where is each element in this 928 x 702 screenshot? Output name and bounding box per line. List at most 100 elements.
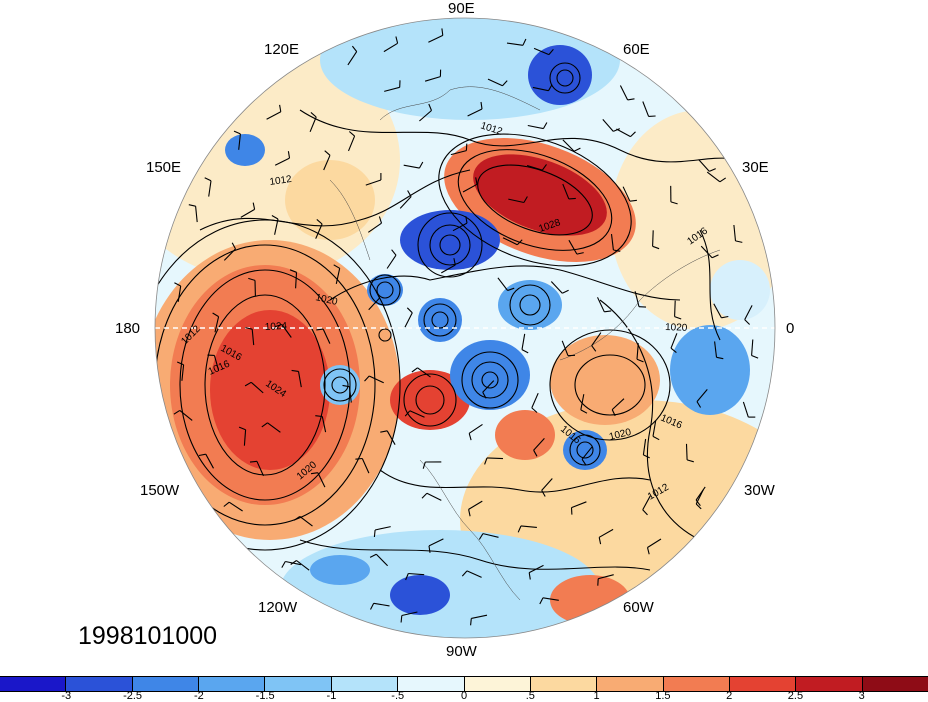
wind-barb	[188, 204, 198, 223]
wind-barb	[404, 307, 413, 328]
wind-barb	[289, 269, 298, 289]
anom-patch	[320, 365, 360, 405]
wind-barb	[533, 438, 545, 457]
colorbar-tick-label: 1	[593, 690, 600, 702]
anom-patch	[550, 335, 660, 425]
isobar	[329, 265, 681, 301]
wind-barb	[619, 85, 635, 101]
wind-barb	[365, 173, 382, 186]
wind-barb	[642, 101, 656, 117]
isobar	[477, 164, 593, 236]
wind-barb	[468, 423, 483, 441]
isobar	[471, 361, 509, 399]
wind-barb	[497, 277, 515, 292]
wind-barb	[355, 457, 370, 474]
isobar	[299, 539, 651, 571]
wind-barb	[212, 312, 220, 333]
isobar	[323, 368, 357, 402]
wind-barb	[174, 282, 182, 302]
anom-patch	[400, 210, 500, 270]
wind-barb	[580, 394, 588, 414]
wind-barb	[315, 218, 323, 239]
colorbar-tick-label: 2	[726, 690, 733, 702]
colorbar-segment	[66, 677, 133, 691]
wind-barb	[670, 185, 678, 205]
wind-barb	[642, 495, 651, 516]
wind-barb	[610, 234, 621, 252]
colorbar-tick-label: -.5	[391, 690, 405, 702]
lon-label-90w: 90W	[446, 643, 477, 660]
lon-label-90e: 90E	[448, 0, 475, 17]
colorbar-tick-label: -1	[326, 690, 337, 702]
colorbar-segment	[663, 677, 730, 691]
isobar	[439, 234, 461, 256]
wind-barb	[244, 381, 264, 394]
lon-label-60e: 60E	[623, 41, 650, 58]
wind-barb	[539, 597, 559, 605]
isobar	[569, 434, 601, 466]
isobar	[415, 385, 445, 415]
wind-barb	[470, 614, 488, 626]
wind-barb	[502, 237, 523, 246]
wind-barb	[528, 564, 544, 580]
isobar	[376, 281, 394, 299]
colorbar-segment	[729, 677, 797, 691]
wind-barb	[309, 111, 317, 133]
wind-barb	[266, 104, 282, 120]
wind-barb	[636, 343, 644, 363]
wind-barb	[467, 101, 483, 117]
wind-barb	[598, 528, 614, 545]
anom-patch	[450, 340, 530, 410]
wind-barb	[245, 327, 255, 346]
anom-patch	[390, 370, 470, 430]
isobar	[481, 371, 499, 389]
lon-label-150w: 150W	[140, 482, 180, 499]
wind-barb	[223, 242, 236, 261]
wind-barb	[695, 489, 704, 510]
isobar	[549, 329, 671, 441]
wind-barb	[526, 164, 547, 171]
wind-barb	[462, 177, 478, 193]
wind-barb	[173, 409, 193, 421]
wind-barb	[696, 389, 708, 408]
wind-barb	[347, 131, 356, 152]
wind-barb	[602, 119, 621, 132]
wind-barb	[369, 553, 388, 567]
wind-barb	[274, 151, 291, 166]
wind-barb	[419, 103, 433, 122]
lon-label-0: 0	[786, 320, 795, 337]
wind-barb	[204, 177, 212, 197]
wind-barb	[484, 457, 504, 465]
wind-barb	[700, 245, 719, 259]
wind-barb	[223, 501, 243, 512]
wind-barb	[367, 216, 383, 233]
wind-barb	[428, 538, 444, 553]
anomaly-field	[155, 18, 775, 638]
isobar	[403, 373, 457, 427]
isobar	[556, 69, 574, 87]
wind-barb	[713, 303, 729, 319]
wind-barb	[238, 426, 247, 446]
pressure-contours	[155, 62, 761, 571]
wind-barb	[652, 230, 660, 250]
isobar	[599, 299, 701, 541]
wind-barb	[291, 369, 302, 388]
wind-barb	[581, 446, 593, 466]
wind-barb	[176, 361, 185, 381]
wind-barb	[468, 500, 483, 517]
wind-barb	[508, 196, 528, 204]
lon-label-150e: 150E	[146, 159, 182, 176]
wind-barb	[698, 159, 716, 172]
wind-barb	[742, 401, 756, 418]
isobar	[369, 274, 401, 306]
wind-barb	[482, 380, 495, 399]
wind-barb	[562, 139, 581, 152]
isobar	[299, 109, 761, 171]
contour-labels: 1012101210161016102010201024102410281012…	[179, 120, 710, 502]
wind-barb	[421, 492, 442, 501]
wind-barb	[521, 333, 529, 354]
lon-label-30w: 30W	[744, 482, 775, 499]
colorbar-segment	[265, 677, 332, 691]
anom-patch	[473, 154, 607, 236]
